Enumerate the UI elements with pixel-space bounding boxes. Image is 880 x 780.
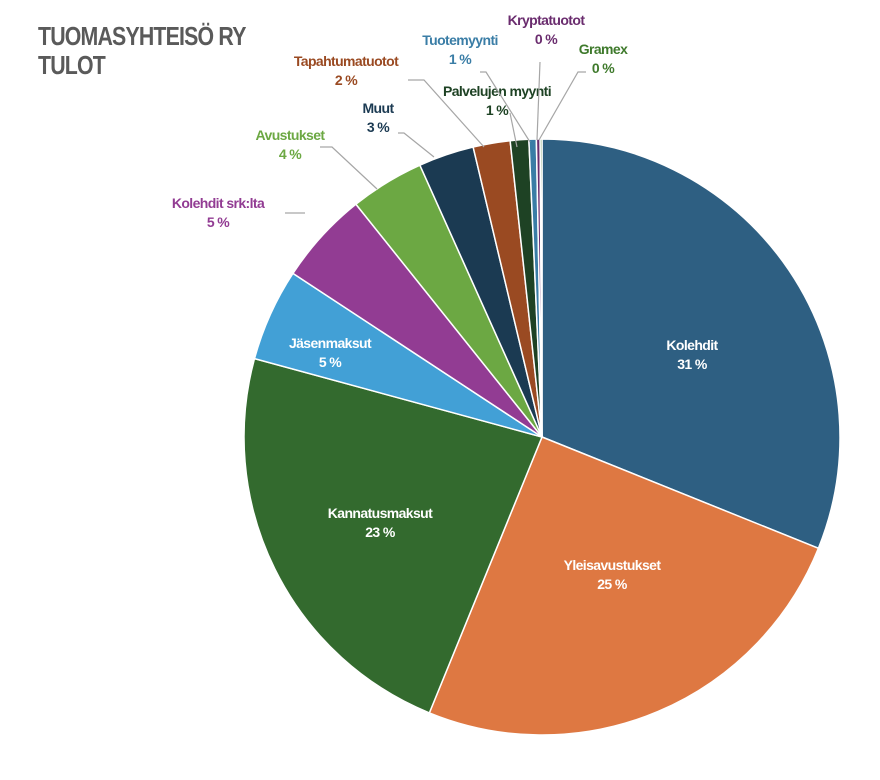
slice-label-name: Kryptatuotot (508, 12, 586, 28)
slice-label-kannatusmaksut: Kannatusmaksut 23 % (328, 505, 433, 540)
leader-line-muut (398, 132, 435, 158)
slice-label-yleisavustukset: Yleisavustukset 25 % (564, 557, 662, 592)
pie-slice-kannatusmaksut (243, 357, 544, 714)
slice-label-kolehdit: Kolehdit 31 % (666, 337, 718, 372)
slice-label-gramex: Gramex 0 % (579, 41, 628, 76)
slice-label-kolehdit-srk-lta: Kolehdit srk:lta 5 % (172, 195, 265, 230)
slice-label-kryptatuotot: Kryptatuotot 0 % (508, 12, 586, 47)
pie-slice-kolehdit (541, 138, 841, 550)
slice-label-percent: 31 % (677, 356, 708, 372)
slice-label-percent: 5 % (319, 354, 342, 370)
slice-label-tapahtumatuotot: Tapahtumatuotot 2 % (294, 53, 399, 88)
chart-title-line-1: TUOMASYHTEISÖ RY (38, 21, 246, 51)
slice-label-percent: 2 % (335, 72, 358, 88)
pie-slice-yleisavustukset (428, 436, 820, 736)
slice-label-name: Tuotemyynti (422, 32, 498, 48)
slice-label-name: Tapahtumatuotot (294, 53, 399, 69)
slice-label-name: Palvelujen myynti (443, 83, 551, 99)
leader-line-palvelujen-myynti (509, 112, 518, 148)
slice-label-name: Avustukset (256, 127, 326, 143)
slice-label-tuotemyynti: Tuotemyynti 1 % (422, 32, 498, 67)
slice-label-name: Yleisavustukset (564, 557, 662, 573)
slice-label-muut: Muut 3 % (362, 100, 394, 135)
slice-label-percent: 23 % (365, 524, 396, 540)
slice-label-name: Gramex (579, 41, 628, 57)
leader-line-gramex (538, 71, 586, 141)
leader-line-avustukset (320, 146, 378, 190)
slice-label-percent: 1 % (486, 102, 509, 118)
slice-label-percent: 5 % (207, 214, 230, 230)
chart-title: TUOMASYHTEISÖ RY TULOT (38, 22, 246, 80)
slice-label-name: Muut (362, 100, 394, 116)
leader-line-tuotemyynti (480, 71, 531, 143)
slice-label-name: Kolehdit srk:lta (172, 195, 265, 211)
slice-label-name: Kannatusmaksut (328, 505, 433, 521)
slice-label-percent: 4 % (279, 146, 302, 162)
slice-label-name: Kolehdit (666, 337, 718, 353)
slice-label-percent: 0 % (592, 60, 615, 76)
slice-label-avustukset: Avustukset 4 % (256, 127, 326, 162)
slice-label-name: Jäsenmaksut (289, 335, 372, 351)
slice-label-percent: 0 % (535, 31, 558, 47)
slice-label-percent: 1 % (449, 51, 472, 67)
slice-label-percent: 3 % (367, 119, 390, 135)
leader-line-tapahtumatuotot (408, 79, 485, 148)
leader-line-kryptatuotot (536, 61, 541, 141)
slice-label-j-senmaksut: Jäsenmaksut 5 % (289, 335, 372, 370)
chart-title-line-2: TULOT (38, 50, 106, 80)
slice-label-percent: 25 % (597, 576, 628, 592)
slice-label-palvelujen-myynti: Palvelujen myynti 1 % (443, 83, 551, 118)
